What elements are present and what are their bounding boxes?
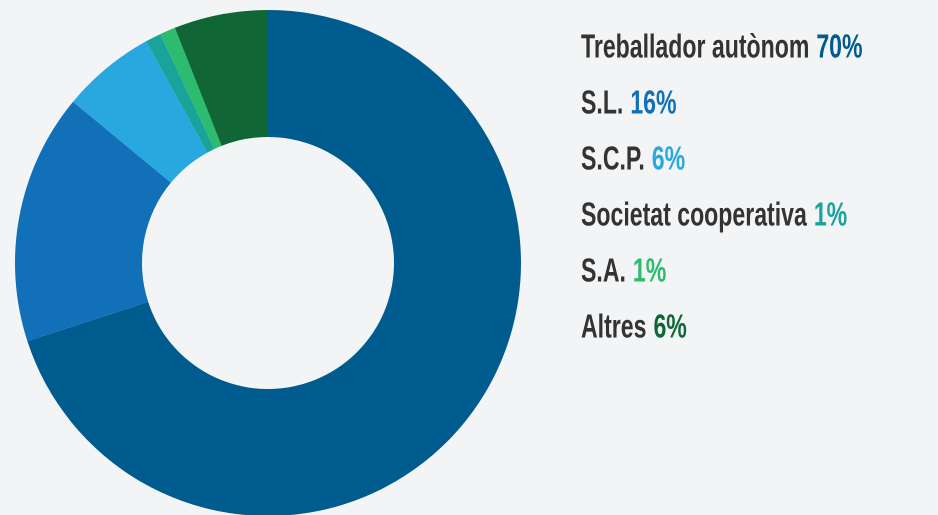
legend-label: S.C.P. bbox=[581, 140, 645, 177]
slice bbox=[174, 10, 268, 146]
value-label: 1% bbox=[633, 252, 666, 289]
slice bbox=[73, 41, 208, 183]
legend-entry: Societat cooperativa 1% bbox=[581, 196, 847, 233]
legend-entry: Treballador autònom 70% bbox=[581, 28, 863, 65]
legend-entry: S.C.P. 6% bbox=[581, 140, 685, 177]
slice bbox=[160, 27, 222, 149]
legend-label: Treballador autònom bbox=[581, 28, 809, 65]
legend-label: S.L. bbox=[581, 84, 623, 121]
legend-label: S.A. bbox=[581, 252, 626, 289]
legend: Treballador autònom 70%S.L. 16%S.C.P. 6%Soc… bbox=[581, 28, 863, 345]
legend-label: Societat cooperativa bbox=[581, 196, 808, 233]
value-label: 16% bbox=[630, 84, 676, 121]
donut bbox=[14, 10, 522, 515]
slice bbox=[146, 34, 215, 153]
legend-entry: S.L. 16% bbox=[581, 84, 677, 121]
slice bbox=[27, 10, 522, 515]
value-label: 6% bbox=[653, 308, 686, 345]
slice bbox=[14, 101, 171, 342]
legend-label: Altres bbox=[581, 308, 646, 345]
value-label: 1% bbox=[814, 196, 847, 233]
value-label: 70% bbox=[816, 28, 862, 65]
legend-entry: S.A. 1% bbox=[581, 252, 666, 289]
value-label: 6% bbox=[652, 140, 685, 177]
legend-entry: Altres 6% bbox=[581, 308, 687, 345]
